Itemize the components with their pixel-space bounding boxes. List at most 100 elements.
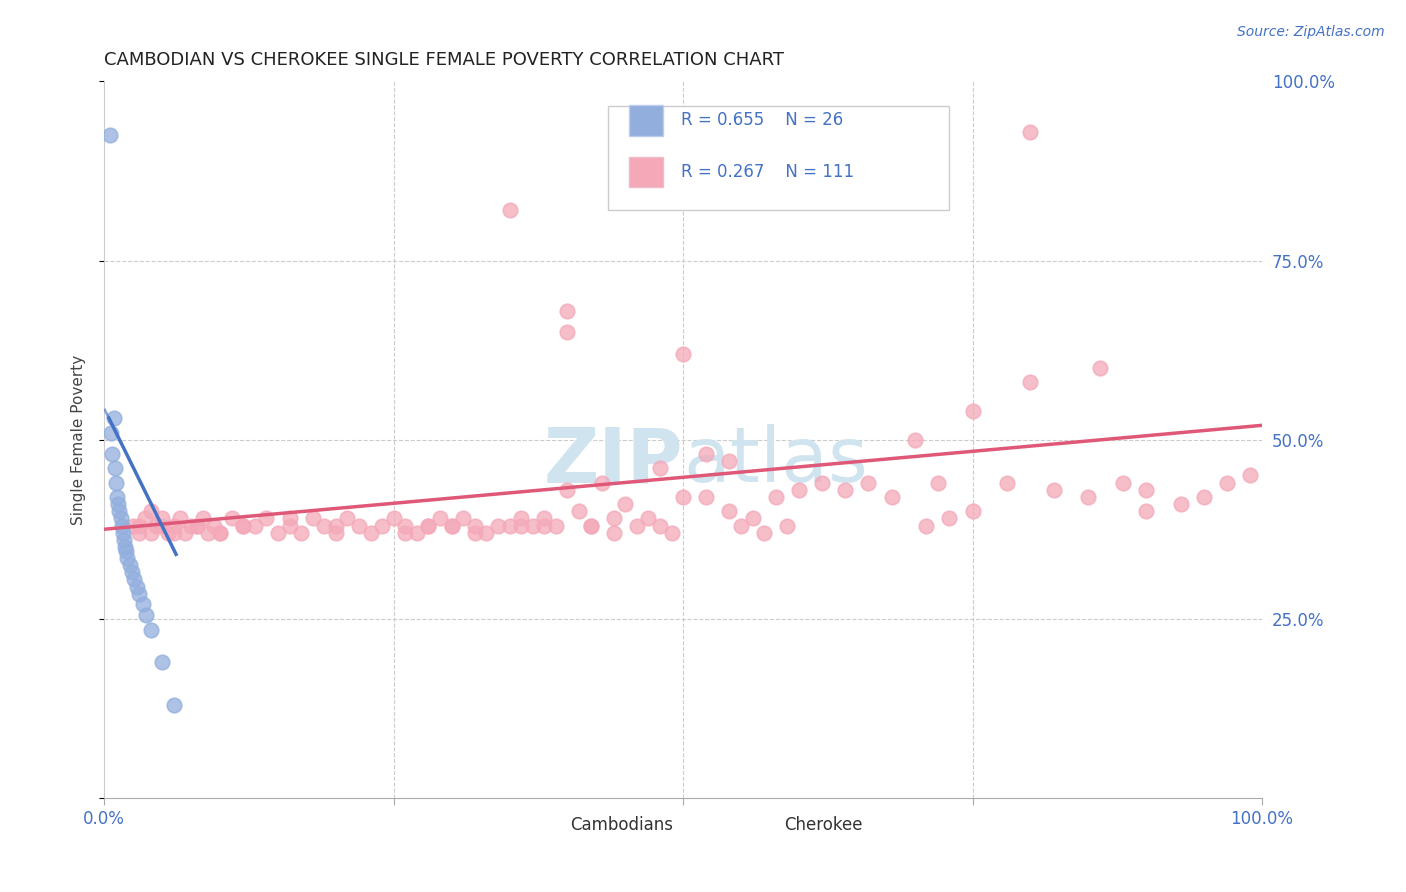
Point — [626, 518, 648, 533]
Point — [134, 511, 156, 525]
Point — [163, 698, 186, 712]
Point — [267, 525, 290, 540]
Point — [121, 566, 143, 580]
Point — [232, 518, 254, 533]
Point — [429, 511, 451, 525]
Point — [904, 433, 927, 447]
Point — [254, 511, 277, 525]
Point — [1135, 504, 1157, 518]
Point — [115, 543, 138, 558]
Point — [150, 655, 173, 669]
Point — [347, 518, 370, 533]
Point — [1135, 483, 1157, 497]
Point — [1192, 490, 1215, 504]
Point — [418, 518, 440, 533]
Point — [122, 518, 145, 533]
Point — [533, 518, 555, 533]
Point — [101, 447, 124, 461]
Point — [202, 518, 225, 533]
Bar — [628, 157, 664, 187]
Bar — [628, 105, 664, 136]
Point — [209, 525, 232, 540]
Point — [522, 518, 544, 533]
Text: Cambodians: Cambodians — [569, 815, 672, 833]
FancyBboxPatch shape — [607, 106, 949, 211]
Text: R = 0.267    N = 111: R = 0.267 N = 111 — [681, 163, 853, 181]
Point — [104, 475, 127, 490]
Point — [290, 525, 312, 540]
Point — [557, 325, 579, 339]
Point — [510, 511, 533, 525]
Point — [128, 518, 150, 533]
Point — [510, 518, 533, 533]
Point — [718, 504, 741, 518]
Point — [451, 511, 474, 525]
Point — [169, 511, 191, 525]
Point — [1019, 124, 1042, 138]
Point — [464, 525, 486, 540]
Point — [232, 518, 254, 533]
Point — [962, 404, 984, 418]
Point — [730, 518, 752, 533]
Point — [186, 518, 208, 533]
Point — [108, 504, 131, 518]
Point — [858, 475, 880, 490]
Point — [394, 518, 416, 533]
Point — [107, 497, 129, 511]
Point — [128, 525, 150, 540]
Point — [938, 511, 960, 525]
Point — [880, 490, 903, 504]
Point — [103, 411, 125, 425]
Point — [915, 518, 938, 533]
Point — [110, 511, 132, 525]
Point — [125, 580, 148, 594]
Point — [124, 573, 146, 587]
Point — [1112, 475, 1135, 490]
Point — [111, 518, 134, 533]
Point — [811, 475, 834, 490]
Point — [637, 511, 659, 525]
Point — [314, 518, 336, 533]
Point — [105, 490, 128, 504]
Point — [135, 608, 157, 623]
Point — [486, 518, 509, 533]
Point — [174, 525, 197, 540]
Point — [754, 525, 776, 540]
Point — [301, 511, 323, 525]
Point — [150, 511, 173, 525]
Point — [776, 518, 799, 533]
Point — [834, 483, 856, 497]
Point — [98, 128, 121, 142]
Point — [498, 518, 520, 533]
Point — [418, 518, 440, 533]
Point — [568, 504, 591, 518]
Point — [191, 511, 214, 525]
Text: ZIP: ZIP — [544, 425, 683, 498]
Point — [614, 497, 637, 511]
Point — [104, 461, 127, 475]
Text: Cherokee: Cherokee — [785, 815, 862, 833]
Point — [1019, 376, 1042, 390]
Point — [591, 475, 613, 490]
Point — [360, 525, 382, 540]
Point — [648, 518, 671, 533]
Point — [406, 525, 429, 540]
Point — [602, 525, 624, 540]
Point — [672, 490, 695, 504]
Point — [962, 504, 984, 518]
Point — [741, 511, 763, 525]
Point — [533, 511, 555, 525]
Point — [440, 518, 463, 533]
Point — [156, 525, 179, 540]
Point — [278, 518, 301, 533]
Text: R = 0.655    N = 26: R = 0.655 N = 26 — [681, 112, 844, 129]
Point — [475, 525, 498, 540]
Point — [325, 525, 347, 540]
Point — [1216, 475, 1239, 490]
Point — [243, 518, 266, 533]
Point — [117, 550, 139, 565]
Point — [544, 518, 567, 533]
Point — [765, 490, 787, 504]
Point — [371, 518, 394, 533]
Point — [114, 540, 136, 554]
